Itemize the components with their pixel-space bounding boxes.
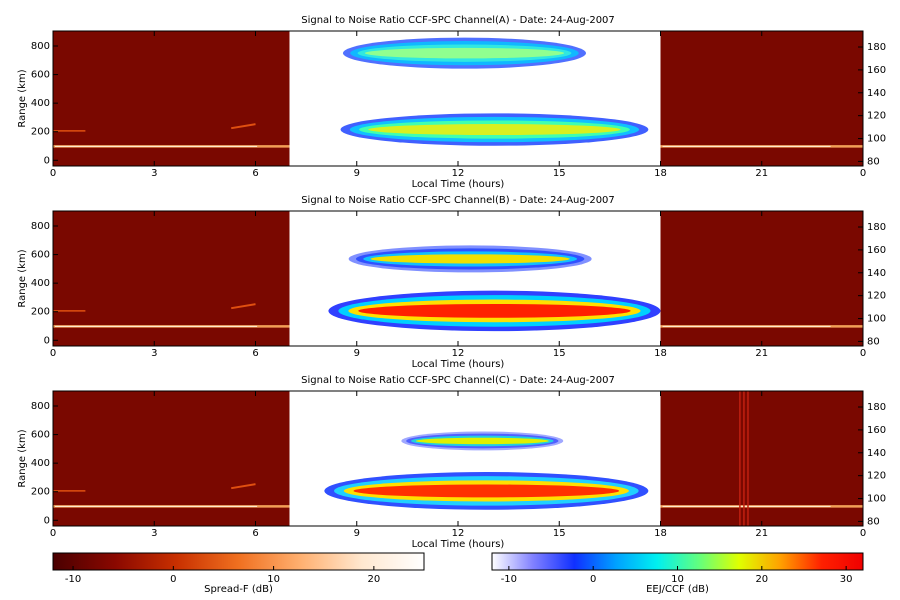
colorbar-tick-label: 20 (755, 574, 768, 585)
x-tick-label: 15 (553, 168, 566, 179)
panel-title: Signal to Noise Ratio CCF-SPC Channel(C)… (301, 375, 615, 386)
panel-title: Signal to Noise Ratio CCF-SPC Channel(B)… (301, 195, 615, 206)
x-tick-label: 0 (50, 168, 56, 179)
x-tick-label: 0 (860, 348, 866, 359)
colorbar-tick-label: 20 (367, 574, 380, 585)
x-tick-label: 0 (860, 528, 866, 539)
y-tick-label: 600 (31, 430, 50, 441)
y2-tick-label: 180 (867, 42, 886, 53)
echo-blob (364, 47, 565, 59)
y-tick-label: 0 (44, 515, 50, 526)
y-tick-label: 0 (44, 155, 50, 166)
y-axis-label: Range (km) (17, 249, 28, 307)
panel-title: Signal to Noise Ratio CCF-SPC Channel(A)… (301, 15, 615, 26)
echo-streak (231, 483, 256, 490)
y-tick-label: 800 (31, 221, 50, 232)
y2-tick-label: 80 (867, 156, 880, 167)
echo-streak (231, 123, 256, 130)
y2-tick-label: 140 (867, 448, 886, 459)
echo-blob (370, 254, 570, 264)
x-tick-label: 6 (252, 168, 258, 179)
x-tick-label: 0 (50, 528, 56, 539)
x-tick-label: 3 (151, 528, 157, 539)
echo-blob (415, 437, 549, 445)
x-tick-label: 12 (452, 348, 465, 359)
y-tick-label: 200 (31, 307, 50, 318)
x-tick-label: 12 (452, 168, 465, 179)
y-tick-label: 0 (44, 335, 50, 346)
echo-streak (231, 303, 256, 310)
x-tick-label: 18 (654, 168, 667, 179)
y-axis-label: Range (km) (17, 69, 28, 127)
y-tick-label: 400 (31, 278, 50, 289)
x-tick-label: 18 (654, 348, 667, 359)
x-axis-label: Local Time (hours) (412, 359, 505, 370)
colorbar (52, 552, 425, 571)
x-tick-label: 21 (755, 528, 768, 539)
night-region (660, 211, 863, 346)
y-tick-label: 800 (31, 41, 50, 52)
colorbar-label: Spread-F (dB) (204, 584, 273, 595)
x-axis-label: Local Time (hours) (412, 179, 505, 190)
y-tick-label: 200 (31, 487, 50, 498)
y2-tick-label: 100 (867, 494, 886, 505)
x-tick-label: 9 (354, 348, 360, 359)
x-tick-label: 15 (553, 528, 566, 539)
x-tick-label: 12 (452, 528, 465, 539)
colorbar-tick-label: 30 (840, 574, 853, 585)
y2-tick-label: 160 (867, 425, 886, 436)
x-tick-label: 6 (252, 348, 258, 359)
night-region (660, 31, 863, 166)
x-tick-label: 18 (654, 528, 667, 539)
colorbar-tick-label: 0 (590, 574, 596, 585)
y-tick-label: 600 (31, 250, 50, 261)
night-region (660, 391, 863, 526)
colorbar-tick-label: 10 (267, 574, 280, 585)
y2-tick-label: 160 (867, 65, 886, 76)
x-axis-label: Local Time (hours) (412, 539, 505, 550)
x-tick-label: 21 (755, 348, 768, 359)
echo-blob (368, 124, 621, 136)
y-tick-label: 800 (31, 401, 50, 412)
y2-tick-label: 160 (867, 245, 886, 256)
y2-tick-label: 120 (867, 471, 886, 482)
x-tick-label: 3 (151, 348, 157, 359)
y2-tick-label: 100 (867, 314, 886, 325)
y-tick-label: 400 (31, 98, 50, 109)
x-tick-label: 15 (553, 348, 566, 359)
y-tick-label: 400 (31, 458, 50, 469)
y2-tick-label: 180 (867, 402, 886, 413)
night-region (53, 31, 290, 166)
y2-tick-label: 120 (867, 111, 886, 122)
x-tick-label: 3 (151, 168, 157, 179)
colorbar-tick-label: 10 (671, 574, 684, 585)
x-tick-label: 0 (50, 348, 56, 359)
colorbar-label: EEJ/CCF (dB) (646, 584, 709, 595)
y2-tick-label: 80 (867, 516, 880, 527)
y2-tick-label: 140 (867, 88, 886, 99)
y2-tick-label: 120 (867, 291, 886, 302)
y-axis-label: Range (km) (17, 429, 28, 487)
x-tick-label: 6 (252, 528, 258, 539)
night-region (53, 211, 290, 346)
y2-tick-label: 180 (867, 222, 886, 233)
x-tick-label: 21 (755, 168, 768, 179)
echo-blob (353, 484, 620, 498)
night-region (53, 391, 290, 526)
y2-tick-label: 140 (867, 268, 886, 279)
y2-tick-label: 100 (867, 134, 886, 145)
y-tick-label: 600 (31, 70, 50, 81)
colorbar-tick-label: -10 (65, 574, 81, 585)
echo-blob (358, 304, 631, 318)
y-tick-label: 200 (31, 127, 50, 138)
y2-tick-label: 80 (867, 336, 880, 347)
colorbar-tick-label: 0 (170, 574, 176, 585)
x-tick-label: 0 (860, 168, 866, 179)
colorbar-tick-label: -10 (501, 574, 517, 585)
x-tick-label: 9 (354, 528, 360, 539)
x-tick-label: 9 (354, 168, 360, 179)
